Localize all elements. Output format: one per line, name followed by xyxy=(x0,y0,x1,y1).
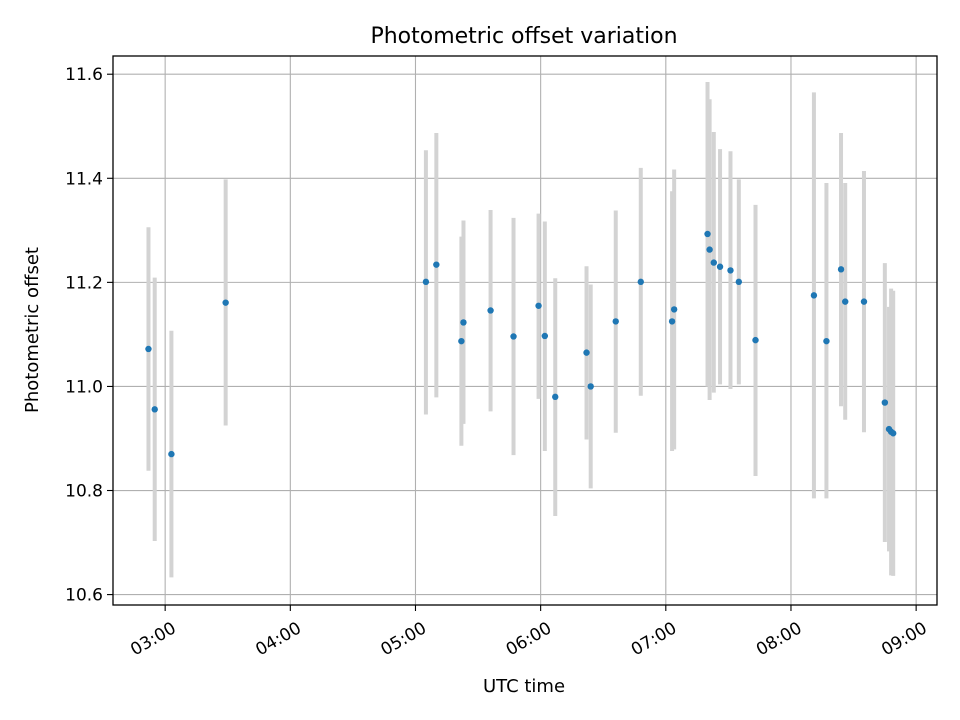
grid-lines xyxy=(113,56,937,605)
y-tick-label: 11.2 xyxy=(65,273,103,293)
data-point xyxy=(727,267,734,274)
y-tick-label: 11.0 xyxy=(65,377,103,397)
data-point xyxy=(637,278,644,286)
data-point xyxy=(612,318,619,325)
data-point xyxy=(458,337,465,345)
plot-frame xyxy=(112,55,938,606)
x-axis-label: UTC time xyxy=(483,676,565,697)
data-point xyxy=(810,292,818,299)
data-point xyxy=(510,333,517,340)
data-point xyxy=(889,430,897,437)
y-tick-label: 10.8 xyxy=(65,482,103,502)
data-point xyxy=(704,230,711,238)
y-tick-label: 11.4 xyxy=(65,169,103,189)
data-point xyxy=(670,306,678,313)
data-point xyxy=(583,349,590,356)
data-point xyxy=(823,337,830,345)
data-point xyxy=(487,307,494,314)
data-point xyxy=(460,319,467,326)
data-point xyxy=(860,298,868,305)
data-point xyxy=(168,450,175,458)
data-point xyxy=(735,278,743,286)
data-point xyxy=(710,259,717,266)
data-point xyxy=(752,336,759,344)
data-point xyxy=(881,399,889,406)
data-point xyxy=(222,299,229,306)
data-point xyxy=(668,318,676,325)
data-point xyxy=(433,261,440,268)
data-point xyxy=(535,302,542,309)
y-axis-label: Photometric offset xyxy=(22,247,43,413)
data-point xyxy=(837,266,845,273)
data-point xyxy=(145,345,152,353)
chart-title: Photometric offset variation xyxy=(370,24,677,49)
data-point xyxy=(706,246,713,253)
data-points xyxy=(145,230,897,458)
y-tick-label: 11.6 xyxy=(65,65,103,85)
data-point xyxy=(842,298,849,305)
data-point xyxy=(422,278,430,286)
data-point xyxy=(587,383,594,390)
y-axis-ticks: 10.6 10.8 11.0 11.2 11.4 11.6 xyxy=(65,65,113,606)
data-point xyxy=(552,393,559,401)
y-tick-label: 10.6 xyxy=(65,586,103,606)
data-point xyxy=(151,406,158,413)
data-point xyxy=(541,332,549,340)
data-point xyxy=(716,263,724,270)
